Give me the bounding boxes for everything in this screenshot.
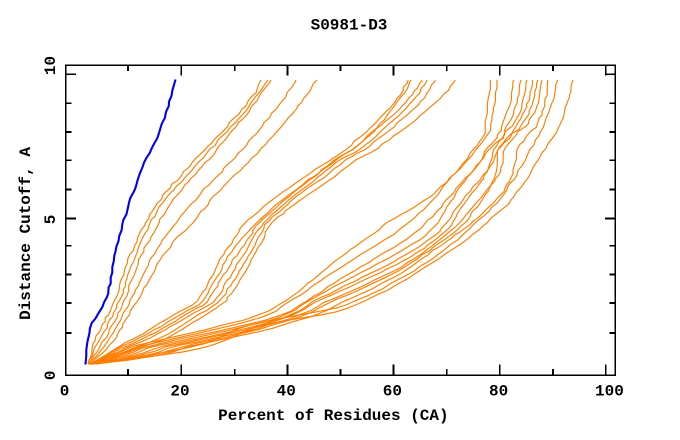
svg-text:60: 60 [383, 383, 402, 401]
svg-text:40: 40 [277, 383, 296, 401]
svg-text:Distance Cutoff, A: Distance Cutoff, A [17, 147, 35, 320]
svg-text:Percent of Residues (CA): Percent of Residues (CA) [218, 407, 448, 425]
svg-text:0: 0 [60, 383, 70, 401]
svg-text:10: 10 [42, 56, 60, 75]
svg-text:5: 5 [42, 215, 60, 225]
svg-text:80: 80 [489, 383, 508, 401]
svg-text:0: 0 [42, 370, 60, 380]
svg-text:S0981-D3: S0981-D3 [311, 17, 388, 35]
svg-text:20: 20 [170, 383, 189, 401]
svg-text:100: 100 [595, 383, 624, 401]
